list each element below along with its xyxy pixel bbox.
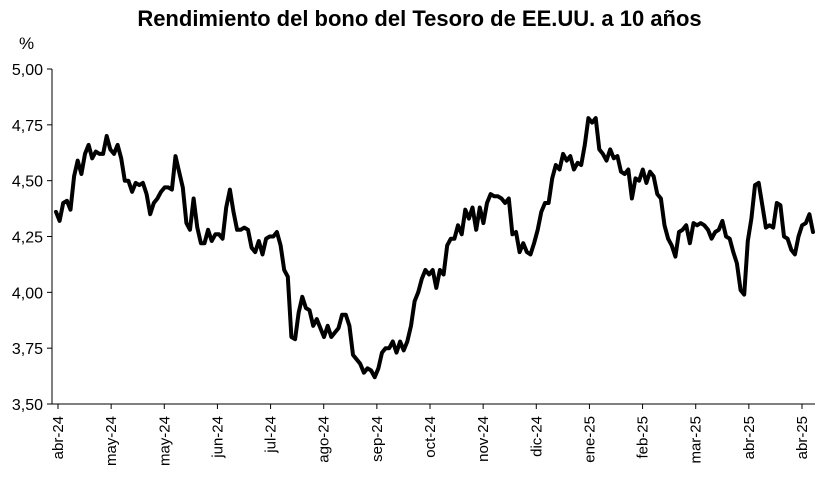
x-tick-label: oct-24 (422, 416, 439, 458)
yield-series-line (54, 116, 815, 380)
x-tick-label: sep-24 (369, 416, 386, 462)
x-tick-label: dic-24 (528, 416, 545, 457)
y-tick-label: 4,50 (12, 174, 43, 191)
chart-title: Rendimiento del bono del Tesoro de EE.UU… (137, 6, 702, 31)
y-tick-label: 5,00 (12, 62, 43, 79)
x-tick-label: abr-25 (741, 416, 758, 459)
y-axis-unit-label: % (19, 34, 35, 53)
y-tick-label: 4,25 (12, 230, 43, 247)
y-tick-label: 4,75 (12, 118, 43, 135)
x-tick-label: mar-25 (688, 416, 705, 464)
y-tick-label: 4,00 (12, 285, 43, 302)
x-tick-label: abr-24 (50, 416, 67, 459)
x-tick-label: jun-24 (209, 416, 226, 459)
x-tick-label: nov-24 (475, 416, 492, 462)
x-tick-label: may-24 (103, 416, 120, 466)
x-tick-label: jul-24 (263, 416, 280, 454)
x-tick-label: may-24 (156, 416, 173, 466)
x-tick-label: ago-24 (316, 416, 333, 463)
x-tick-label: ene-25 (581, 416, 598, 463)
x-tick-label: abr-25 (794, 416, 811, 459)
x-tick-label: feb-25 (635, 416, 652, 459)
y-tick-label: 3,75 (12, 341, 43, 358)
y-tick-label: 3,50 (12, 397, 43, 414)
